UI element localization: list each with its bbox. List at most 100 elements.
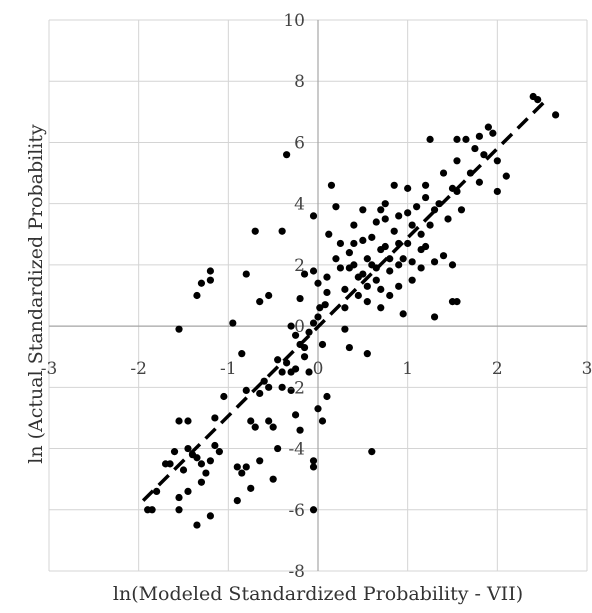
data-point-30 bbox=[247, 417, 255, 425]
data-point-127 bbox=[422, 193, 430, 202]
y-tick-label-3: -2 bbox=[288, 378, 305, 398]
data-point-130 bbox=[430, 206, 439, 214]
data-point-179 bbox=[269, 423, 277, 431]
data-point-48 bbox=[278, 383, 286, 391]
data-point-4 bbox=[170, 448, 179, 456]
data-point-161 bbox=[323, 392, 331, 401]
x-tick-label-6: 3 bbox=[582, 359, 592, 379]
data-point-141 bbox=[457, 206, 466, 214]
data-point-115 bbox=[395, 212, 403, 220]
data-point-6 bbox=[184, 417, 192, 425]
data-point-27 bbox=[229, 319, 237, 327]
y-tick-label-1: -6 bbox=[288, 501, 305, 521]
data-point-79 bbox=[327, 181, 336, 189]
data-point-169 bbox=[395, 239, 403, 248]
data-point-45 bbox=[265, 291, 273, 300]
data-point-176 bbox=[206, 457, 214, 465]
data-point-168 bbox=[336, 239, 345, 248]
data-point-120 bbox=[404, 184, 412, 192]
data-point-131 bbox=[430, 258, 439, 266]
data-point-36 bbox=[238, 469, 246, 477]
data-point-121 bbox=[408, 221, 416, 229]
data-point-87 bbox=[309, 212, 318, 220]
data-point-167 bbox=[350, 221, 358, 229]
data-point-166 bbox=[372, 218, 380, 226]
data-point-24 bbox=[197, 279, 206, 287]
data-point-23 bbox=[193, 291, 201, 300]
data-point-13 bbox=[197, 460, 206, 468]
data-point-28 bbox=[238, 350, 246, 358]
data-point-153 bbox=[493, 187, 501, 196]
data-point-137 bbox=[448, 261, 457, 269]
data-point-116 bbox=[399, 310, 407, 318]
data-point-17 bbox=[206, 512, 214, 520]
data-point-177 bbox=[166, 460, 174, 468]
data-point-29 bbox=[242, 386, 250, 394]
data-point-111 bbox=[390, 227, 398, 235]
data-point-106 bbox=[381, 242, 389, 251]
data-point-145 bbox=[466, 169, 475, 177]
data-point-104 bbox=[377, 285, 385, 293]
data-point-74 bbox=[314, 279, 322, 287]
data-point-133 bbox=[439, 169, 448, 177]
x-tick-label-5: 2 bbox=[492, 359, 503, 379]
y-tick-label-6: 4 bbox=[294, 195, 305, 215]
data-point-55 bbox=[300, 353, 309, 361]
data-point-144 bbox=[462, 135, 470, 143]
data-point-16 bbox=[193, 521, 201, 529]
data-point-172 bbox=[408, 258, 416, 266]
data-point-71 bbox=[321, 301, 329, 309]
data-point-146 bbox=[471, 144, 479, 153]
data-point-68 bbox=[314, 313, 322, 321]
data-point-69 bbox=[316, 304, 324, 312]
data-point-85 bbox=[345, 343, 353, 352]
data-point-38 bbox=[247, 484, 255, 492]
data-point-59 bbox=[309, 506, 318, 514]
data-point-58 bbox=[309, 463, 318, 471]
x-tick-labels: -3 -2 -1 0 1 2 3 bbox=[41, 359, 592, 379]
data-point-40 bbox=[233, 496, 241, 505]
data-point-1 bbox=[148, 506, 156, 514]
data-point-93 bbox=[359, 270, 367, 278]
data-point-61 bbox=[283, 151, 291, 159]
data-point-12 bbox=[193, 454, 201, 462]
data-point-18 bbox=[211, 441, 219, 450]
data-point-109 bbox=[386, 267, 394, 275]
data-point-2 bbox=[153, 487, 161, 496]
data-point-132 bbox=[435, 200, 443, 208]
data-point-66 bbox=[305, 328, 313, 336]
data-point-156 bbox=[368, 448, 376, 456]
data-point-151 bbox=[489, 129, 497, 137]
data-point-72 bbox=[323, 288, 331, 297]
data-point-83 bbox=[341, 285, 349, 293]
data-point-135 bbox=[444, 215, 452, 223]
x-tick-label-4: 1 bbox=[402, 359, 413, 379]
data-point-98 bbox=[363, 255, 371, 263]
y-tick-label-4: 0 bbox=[294, 317, 305, 337]
data-point-41 bbox=[265, 417, 273, 425]
data-point-65 bbox=[300, 343, 309, 352]
data-point-155 bbox=[430, 313, 439, 321]
x-tick-label-1: -2 bbox=[130, 359, 147, 379]
data-point-10 bbox=[184, 487, 192, 496]
data-point-67 bbox=[309, 319, 318, 327]
data-point-21 bbox=[220, 392, 228, 401]
data-point-42 bbox=[242, 270, 250, 278]
data-point-80 bbox=[332, 203, 340, 211]
data-point-54 bbox=[296, 426, 304, 434]
data-point-175 bbox=[377, 206, 385, 214]
y-tick-label-5: 2 bbox=[294, 256, 305, 276]
data-point-8 bbox=[175, 506, 183, 514]
data-point-96 bbox=[363, 298, 371, 306]
data-point-154 bbox=[502, 172, 510, 180]
x-tick-label-3: 0 bbox=[313, 359, 324, 379]
data-point-9 bbox=[179, 466, 188, 474]
data-point-157 bbox=[318, 417, 327, 425]
data-point-20 bbox=[211, 414, 219, 422]
data-point-95 bbox=[359, 206, 367, 214]
data-point-76 bbox=[300, 270, 309, 278]
data-point-140 bbox=[453, 187, 461, 196]
data-point-149 bbox=[480, 151, 488, 159]
data-point-31 bbox=[251, 423, 259, 431]
data-point-119 bbox=[404, 209, 412, 217]
